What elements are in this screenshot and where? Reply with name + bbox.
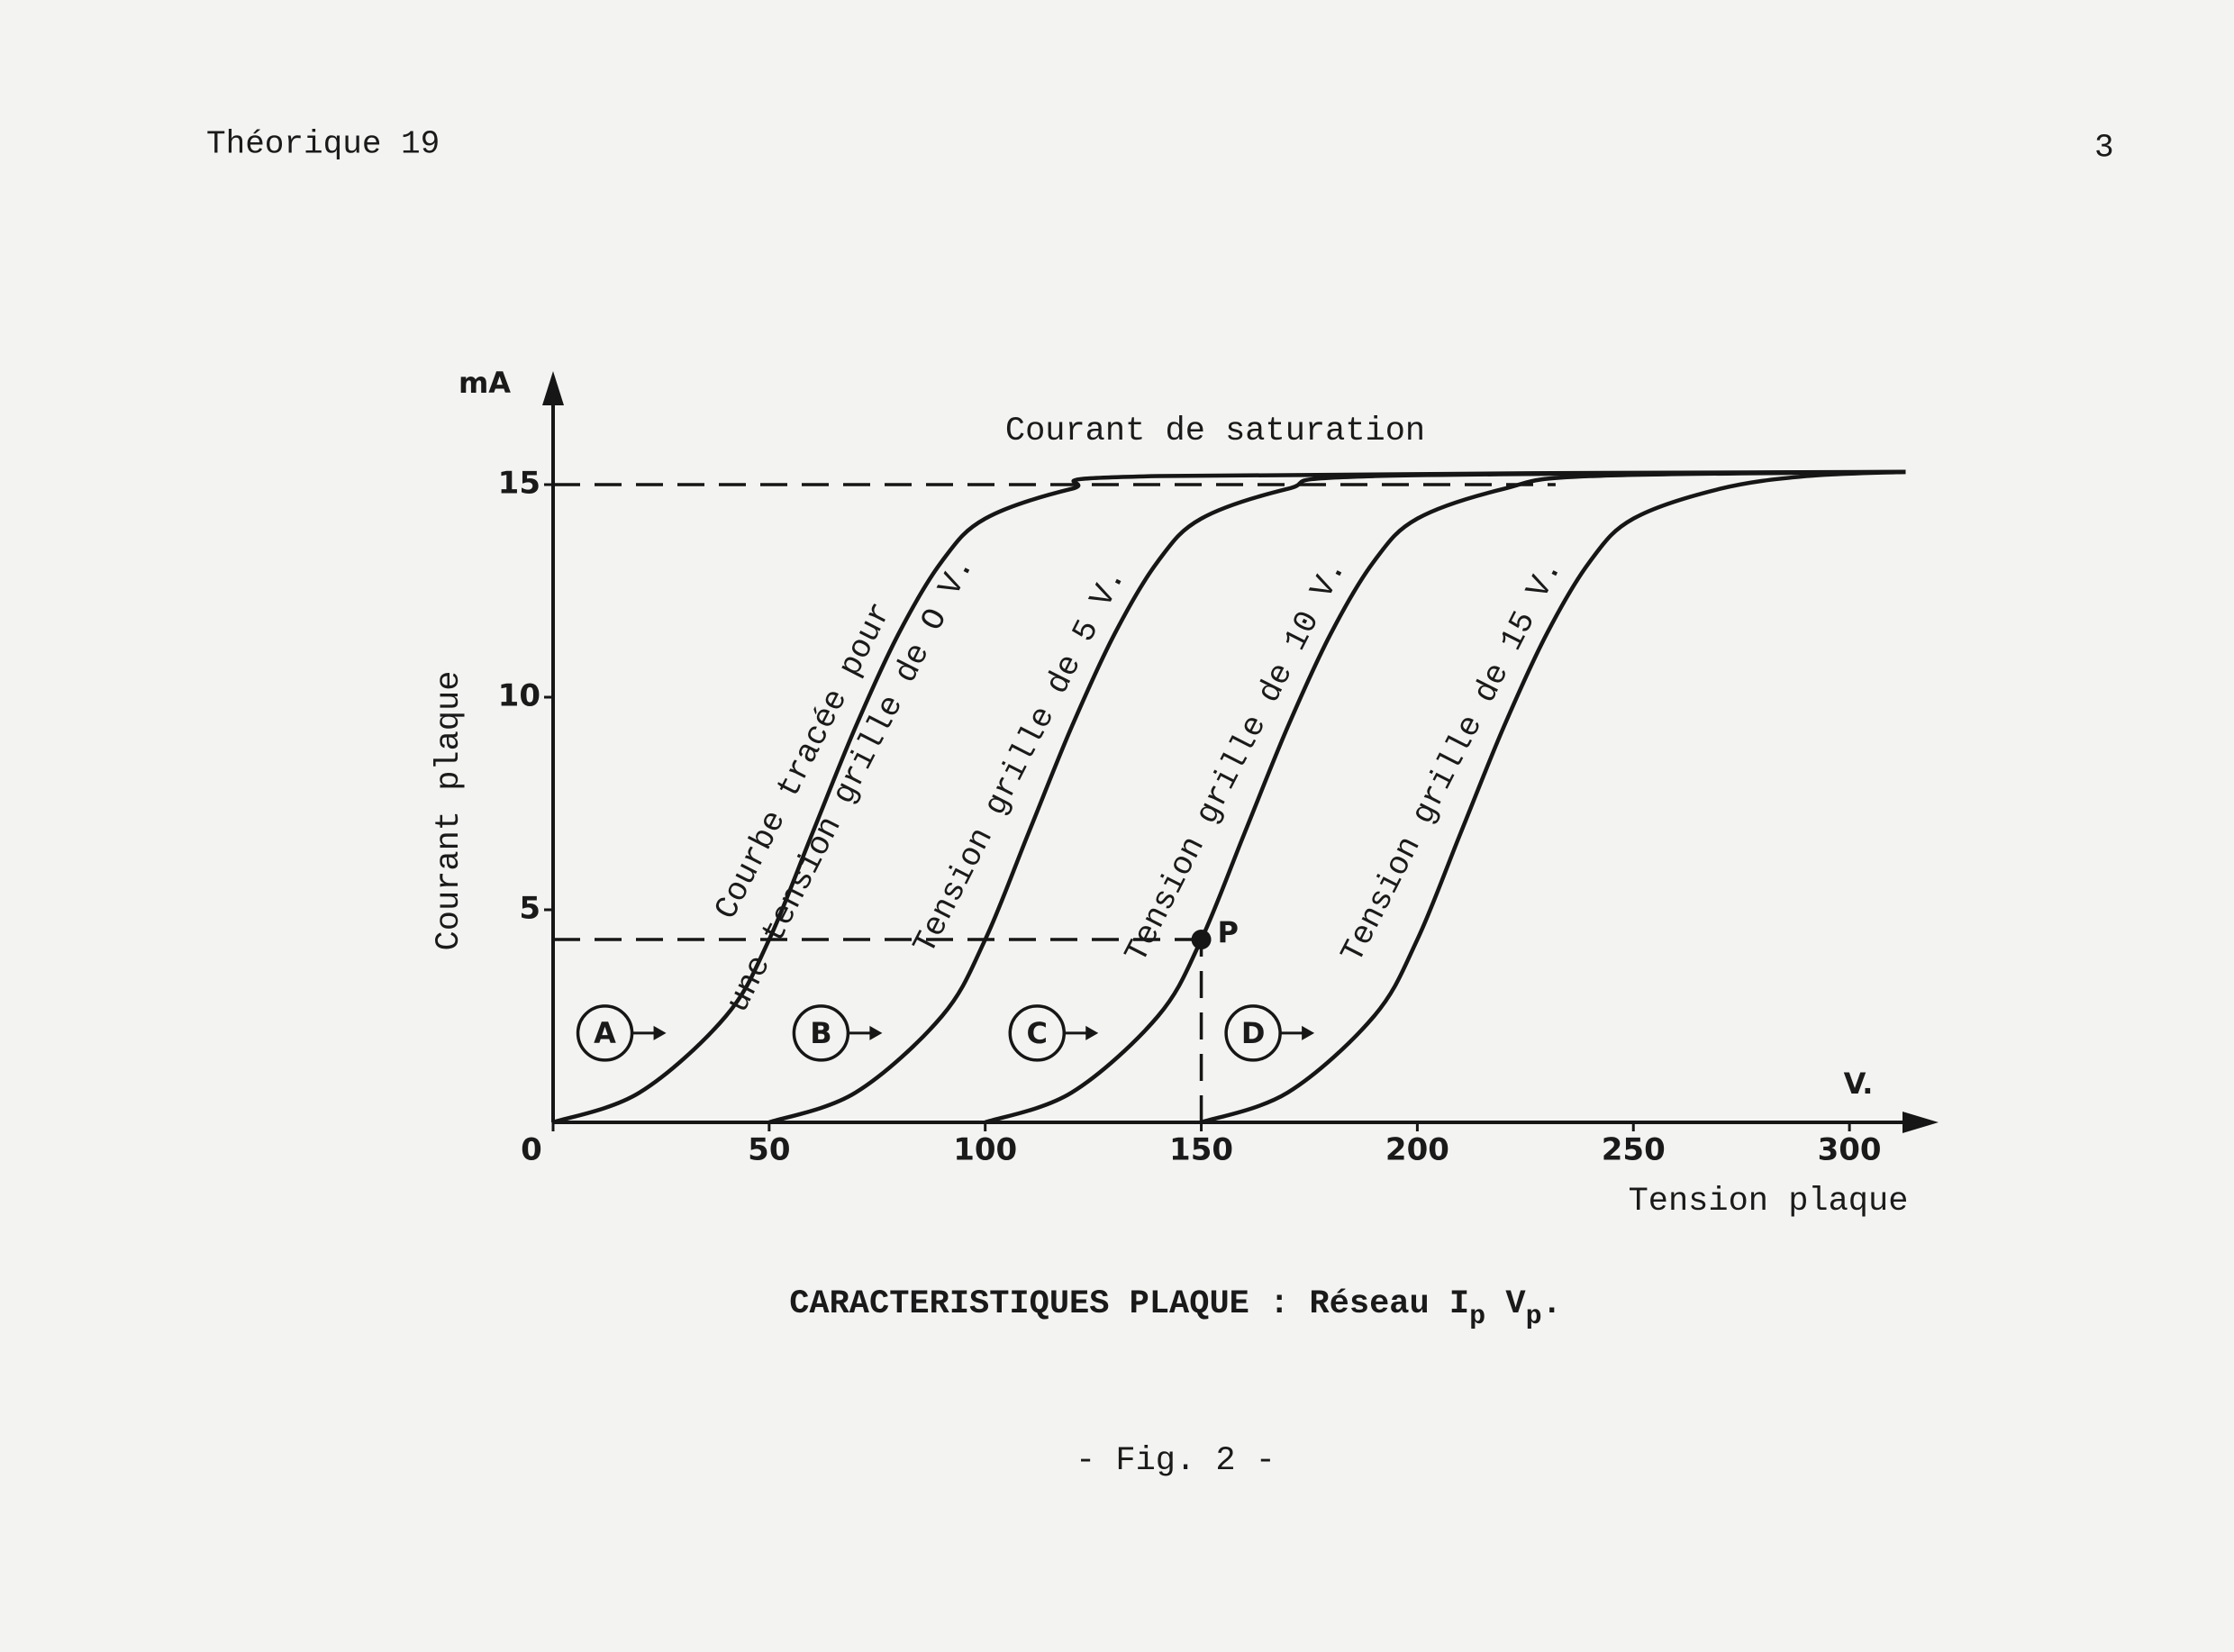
caption-subscript: p bbox=[1469, 1302, 1485, 1332]
curve bbox=[552, 469, 1906, 1125]
x-tick-label: 200 bbox=[1385, 1132, 1449, 1168]
y-axis-label: Courant plaque bbox=[431, 671, 468, 951]
x-unit: V. bbox=[1844, 1067, 1874, 1101]
caption-part: V bbox=[1485, 1285, 1526, 1323]
x-tick-label: 300 bbox=[1818, 1132, 1882, 1168]
caption-subscript: p bbox=[1526, 1302, 1542, 1332]
x-tick-label: 150 bbox=[1169, 1132, 1233, 1168]
point bbox=[1191, 930, 1212, 950]
curve bbox=[1200, 469, 1906, 1125]
x-axis-label: Tension plaque bbox=[1629, 1183, 1909, 1221]
page-number: 3 bbox=[2094, 130, 2114, 167]
y-axis-arrow bbox=[542, 371, 564, 405]
legend-label: A bbox=[594, 1016, 616, 1050]
y-tick-label: 10 bbox=[498, 678, 540, 714]
marker-arrowhead bbox=[653, 1025, 667, 1040]
legend-label: D bbox=[1241, 1016, 1266, 1050]
x-tick-label: 0 bbox=[521, 1132, 542, 1168]
header-title: Théorique 19 bbox=[206, 126, 440, 163]
x-tick-label: 250 bbox=[1602, 1132, 1666, 1168]
y-tick-label: 15 bbox=[498, 466, 540, 502]
y-tick-label: 5 bbox=[519, 891, 540, 927]
legend-label: C bbox=[1027, 1016, 1048, 1050]
x-tick-label: 100 bbox=[953, 1132, 1017, 1168]
y-unit: mA bbox=[459, 366, 511, 400]
caption: CARACTERISTIQUES PLAQUE : Réseau Ip Vp. bbox=[789, 1285, 1562, 1332]
marker-arrowhead bbox=[1085, 1025, 1099, 1040]
curve bbox=[984, 469, 1906, 1125]
chart-title: Courant de saturation bbox=[1005, 413, 1425, 450]
x-tick-label: 50 bbox=[748, 1132, 790, 1168]
point-label: P bbox=[1218, 915, 1239, 949]
curve-label: Tension grille de 15 V. bbox=[1334, 553, 1570, 968]
legend-label: B bbox=[810, 1016, 831, 1050]
curve bbox=[768, 469, 1906, 1125]
caption-part: CARACTERISTIQUES PLAQUE : Réseau I bbox=[789, 1285, 1469, 1323]
marker-arrowhead bbox=[869, 1025, 883, 1040]
marker-arrowhead bbox=[1302, 1025, 1315, 1040]
figure-label: - Fig. 2 - bbox=[1076, 1442, 1276, 1480]
x-axis-arrow bbox=[1903, 1112, 1939, 1133]
curve-label: Tension grille de 10 V. bbox=[1118, 553, 1354, 968]
caption-part: . bbox=[1542, 1285, 1562, 1323]
